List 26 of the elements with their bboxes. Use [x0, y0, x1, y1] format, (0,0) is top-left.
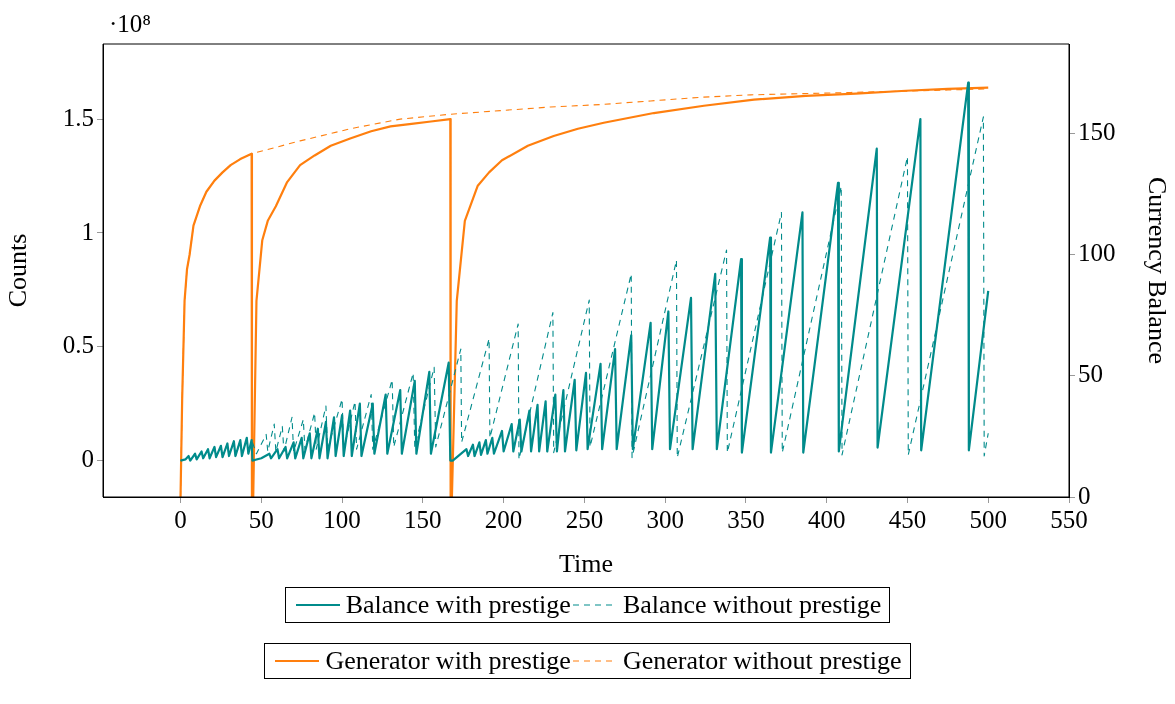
y2-tick-label: 150: [1078, 118, 1116, 146]
x-tick-label: 150: [404, 505, 442, 533]
y-tick-label: 1: [81, 217, 94, 245]
y2-axis-title: Currency Balance: [1142, 177, 1172, 364]
legend-label: Generator without prestige: [622, 646, 902, 676]
legend-label: Generator with prestige: [325, 646, 571, 676]
y2-tick-label: 100: [1078, 239, 1116, 267]
x-tick-label: 300: [646, 505, 684, 533]
x-axis-title: Time: [559, 549, 613, 579]
x-tick-label: 500: [969, 505, 1007, 533]
x-tick-label: 50: [248, 505, 274, 533]
x-tick-label: 400: [807, 505, 846, 533]
x-tick-label: 450: [888, 505, 927, 533]
legend-label: Balance without prestige: [622, 590, 882, 620]
x-tick-label: 200: [484, 505, 523, 533]
y-tick-label: 1.5: [62, 103, 94, 131]
text: ·10⁸: [109, 10, 152, 38]
x-tick-label: 250: [565, 505, 604, 533]
x-tick-label: 100: [323, 505, 361, 533]
y2-tick-label: 50: [1078, 360, 1103, 388]
legend-label: Balance with prestige: [345, 590, 571, 620]
y-tick-label: 0.5: [62, 331, 94, 359]
x-tick-label: 0: [174, 505, 187, 533]
y-tick-label: 0: [81, 445, 94, 473]
y-axis-title: Counts: [3, 233, 33, 308]
x-tick-label: 350: [727, 505, 765, 533]
